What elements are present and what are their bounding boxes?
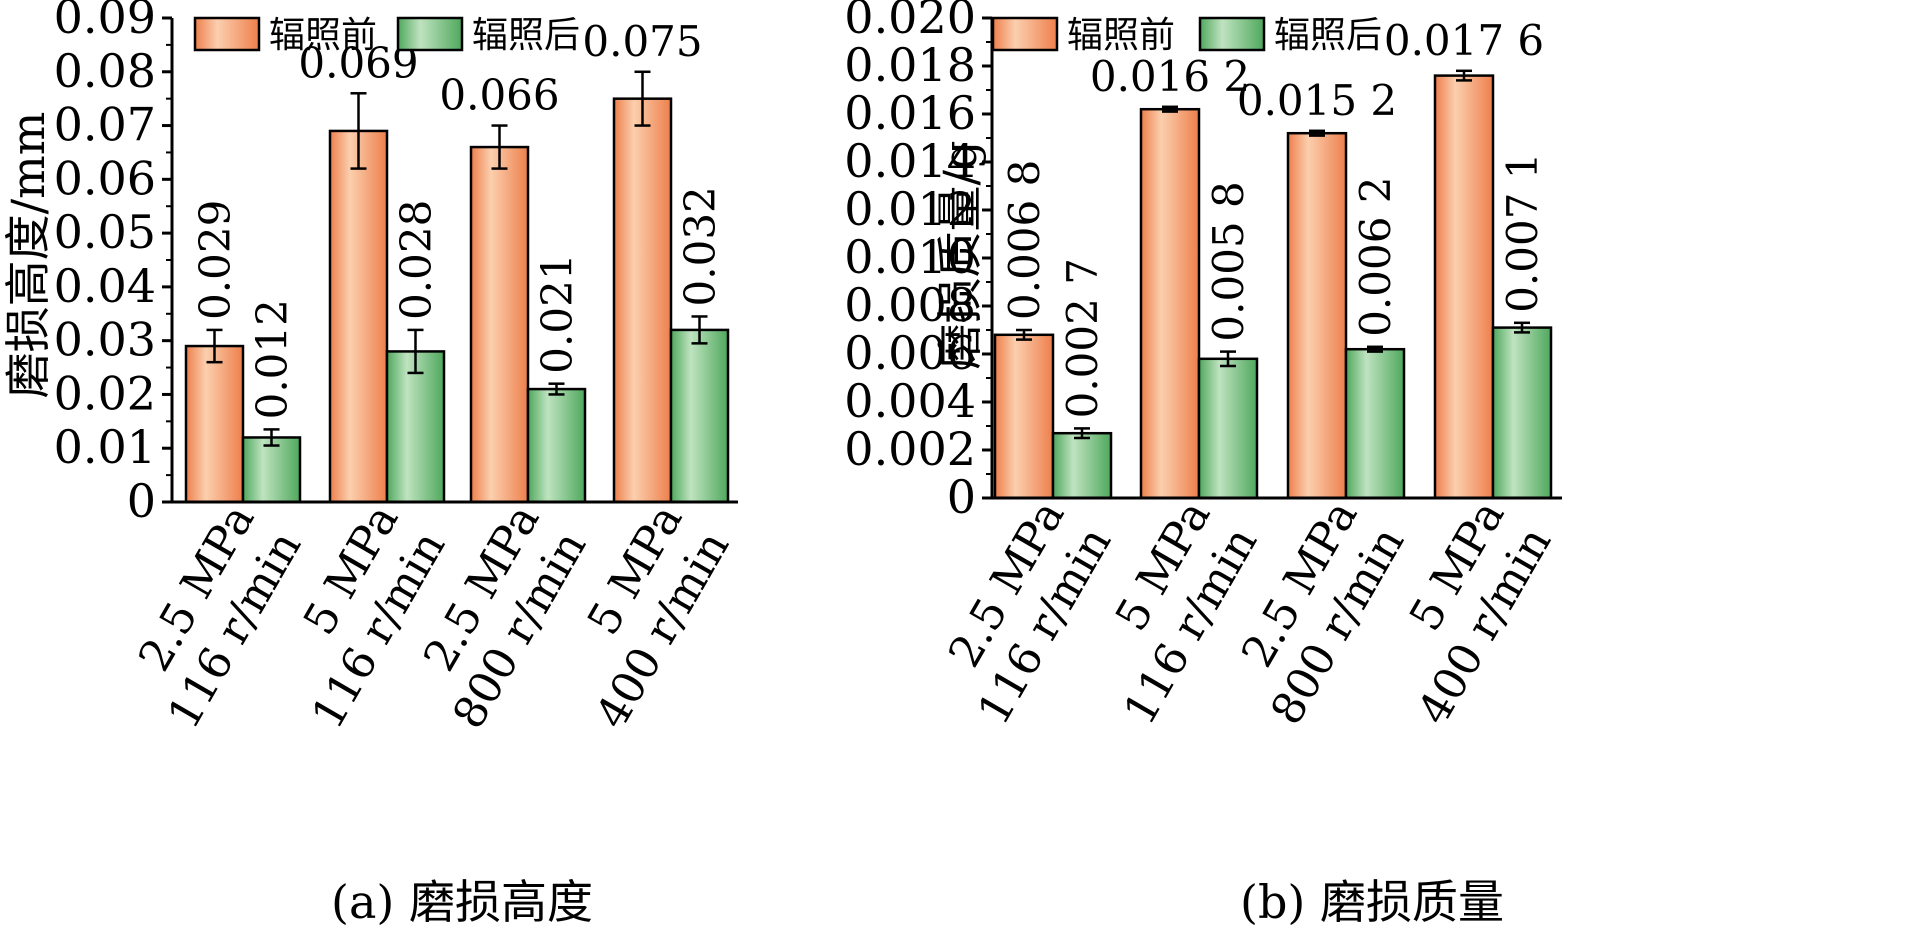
legend-swatch-before [193, 16, 261, 52]
legend-swatch-before [991, 16, 1059, 52]
bar-before [1139, 107, 1201, 500]
value-label: 0.066 [439, 71, 559, 120]
value-label: 0.012 [248, 299, 297, 419]
y-axis-label-b: 磨损质量/g [933, 141, 987, 370]
y-tick-label: 0.02 [54, 366, 156, 420]
value-label: 0.007 1 [1498, 152, 1547, 312]
value-label: 0.032 [676, 186, 725, 306]
y-ticks-b: 00.0020.0040.0060.0080.0100.0120.0140.01… [844, 0, 992, 524]
y-tick-label: 0.03 [54, 313, 156, 367]
y-tick-label: 0 [127, 474, 156, 528]
bar-after [526, 387, 587, 504]
y-tick-label: 0.002 [844, 422, 976, 476]
category-label: 2.5 MPa116 r/min [111, 496, 311, 737]
y-axis-label-a: 磨损高度/mm [1, 112, 55, 399]
y-tick-label: 0.09 [54, 0, 156, 44]
y-tick-label: 0.018 [844, 38, 976, 92]
y-tick-label: 0.08 [54, 44, 156, 98]
bar-before [328, 129, 389, 504]
panel-b: 磨损质量/g (b) 磨损质量 00.0020.0040.0060.0080.0… [844, 0, 1562, 929]
value-label: 0.006 8 [1000, 160, 1049, 320]
caption-a: (a) 磨损高度 [331, 875, 593, 929]
value-label: 0.021 [533, 253, 582, 373]
value-label: 0.016 2 [1090, 52, 1250, 101]
value-label: 0.075 [582, 17, 702, 66]
value-label: 0.015 2 [1237, 76, 1397, 125]
category-label: 2.5 MPa800 r/min [1214, 492, 1414, 733]
legend-a: 辐照前 辐照后 [193, 15, 580, 56]
y-tick-label: 0.016 [844, 86, 976, 140]
bar-after [1491, 326, 1553, 500]
y-tick-label: 0.04 [54, 259, 156, 313]
value-label: 0.017 6 [1384, 16, 1544, 65]
bar-before [1286, 131, 1348, 500]
y-tick-label: 0.004 [844, 374, 976, 428]
axes-b [990, 18, 1562, 500]
bar-before [469, 145, 530, 504]
panel-a: 磨损高度/mm (a) 磨损高度 00.010.020.030.040.050.… [1, 0, 739, 929]
caption-b: (b) 磨损质量 [1240, 875, 1504, 929]
legend-label: 辐照前 [1067, 15, 1175, 56]
bar-after [669, 328, 730, 504]
category-label: 5 MPa400 r/min [539, 496, 739, 737]
legend-label: 辐照后 [472, 15, 580, 56]
category-label: 2.5 MPa116 r/min [921, 492, 1121, 733]
value-label: 0.028 [392, 200, 441, 320]
legend-b: 辐照前 辐照后 [991, 15, 1382, 56]
y-tick-label: 0.014 [844, 134, 976, 188]
y-tick-label: 0.020 [844, 0, 976, 44]
bar-after [1197, 357, 1259, 500]
category-label: 5 MPa116 r/min [1067, 492, 1267, 733]
axes-a [170, 18, 738, 504]
y-ticks-a: 00.010.020.030.040.050.060.070.080.09 [54, 0, 172, 528]
bar-before [612, 97, 673, 504]
bar-before [1433, 74, 1495, 500]
value-label: 0.029 [191, 200, 240, 320]
y-tick-label: 0.010 [844, 230, 976, 284]
y-tick-label: 0.008 [844, 278, 976, 332]
value-label: 0.005 8 [1204, 181, 1253, 341]
y-tick-label: 0 [947, 470, 976, 524]
y-tick-label: 0.012 [844, 182, 976, 236]
y-tick-label: 0.06 [54, 151, 156, 205]
legend-swatch-after [396, 16, 464, 52]
category-label: 5 MPa400 r/min [1361, 492, 1561, 733]
legend-swatch-after [1198, 16, 1266, 52]
y-tick-label: 0.05 [54, 205, 156, 259]
legend-label: 辐照前 [269, 15, 377, 56]
bar-before [993, 333, 1055, 500]
bars-b: 0.006 80.002 7 0.016 2 0.005 8 0.015 2 0.006… [993, 16, 1553, 500]
bar-before [184, 344, 245, 504]
bar-after [1344, 347, 1406, 500]
value-label: 0.006 2 [1351, 176, 1400, 336]
value-label: 0.002 7 [1058, 258, 1107, 418]
bar-after [1051, 431, 1113, 500]
y-tick-label: 0.07 [54, 98, 156, 152]
y-tick-label: 0.01 [54, 420, 156, 474]
y-tick-label: 0.006 [844, 326, 976, 380]
legend-label: 辐照后 [1274, 15, 1382, 56]
bar-after [241, 436, 302, 504]
category-label: 5 MPa116 r/min [255, 496, 455, 737]
